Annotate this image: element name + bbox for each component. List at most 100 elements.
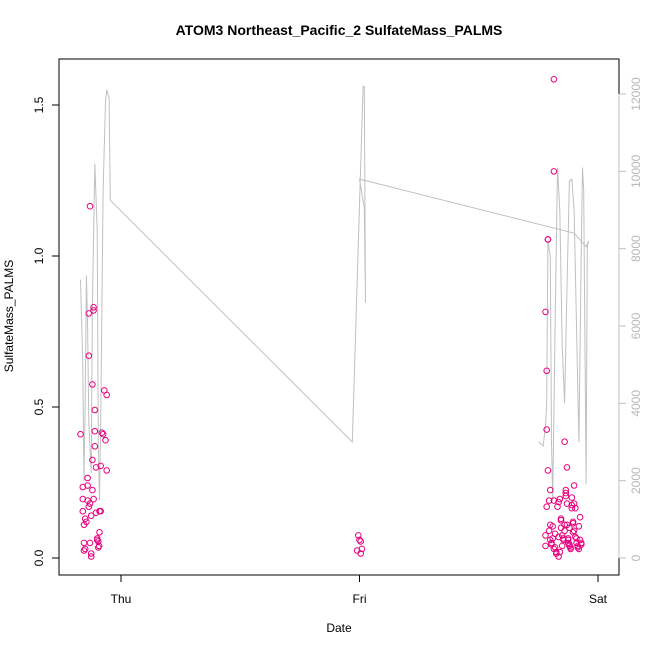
- data-point: [554, 503, 561, 511]
- data-point: [572, 504, 579, 512]
- data-point: [86, 500, 94, 507]
- data-point: [550, 76, 558, 83]
- data-point: [575, 523, 583, 530]
- data-point: [567, 545, 574, 553]
- data-point: [556, 548, 564, 556]
- x-tick-label: Fri: [353, 592, 367, 606]
- data-point: [550, 497, 558, 504]
- data-point: [92, 464, 100, 471]
- data-point: [358, 545, 366, 553]
- data-point: [555, 498, 562, 506]
- axes-layer: Thu Fri Sat 0.0 0.5 1.0 1.5 0 2000 4000 6000 8000 10…: [32, 77, 643, 606]
- data-point: [544, 467, 552, 474]
- data-point: [566, 542, 573, 550]
- data-point: [542, 308, 549, 316]
- data-point: [569, 520, 577, 527]
- data-point: [553, 548, 560, 556]
- data-point: [95, 542, 103, 550]
- data-point: [558, 542, 566, 550]
- chart-title: ATOM3 Northeast_Pacific_2 SulfateMass_PA…: [176, 22, 503, 38]
- data-point: [561, 438, 568, 446]
- data-point: [92, 509, 100, 517]
- data-point: [543, 503, 551, 511]
- data-point: [91, 406, 99, 414]
- data-point: [90, 495, 97, 503]
- data-point: [84, 474, 91, 482]
- x-axis-label: Date: [326, 621, 352, 635]
- y2-tick-label: 0: [629, 554, 643, 561]
- data-point: [87, 550, 95, 557]
- data-point: [570, 527, 578, 535]
- x-tick-label: Thu: [111, 592, 132, 606]
- data-point: [357, 550, 365, 557]
- data-point: [89, 381, 96, 388]
- y-tick-label: 0.0: [32, 549, 46, 566]
- y2-tick-label: 2000: [629, 467, 643, 494]
- data-point: [356, 536, 363, 544]
- data-point: [543, 367, 551, 375]
- data-point: [542, 542, 549, 550]
- data-point: [551, 530, 559, 538]
- y-tick-label: 1.0: [32, 247, 46, 264]
- data-point: [93, 536, 101, 544]
- data-point: [564, 535, 572, 542]
- data-point: [79, 507, 87, 515]
- data-point: [80, 547, 88, 554]
- data-point: [103, 467, 110, 474]
- data-point: [97, 462, 104, 470]
- data-point: [87, 553, 95, 560]
- data-point: [85, 352, 93, 360]
- data-point: [80, 539, 88, 547]
- data-point: [547, 486, 554, 494]
- data-point: [562, 492, 570, 500]
- data-point: [81, 545, 89, 553]
- data-point: [544, 236, 552, 243]
- altitude-line-layer: [80, 85, 589, 501]
- points-layer: [77, 76, 585, 560]
- data-point: [550, 168, 558, 175]
- y-tick-label: 0.5: [32, 398, 46, 415]
- data-point: [97, 507, 104, 515]
- data-point: [570, 482, 578, 489]
- data-point: [578, 539, 585, 547]
- data-point: [85, 503, 93, 511]
- data-point: [566, 524, 573, 532]
- data-point: [568, 494, 576, 501]
- data-point: [77, 430, 84, 438]
- data-point: [96, 529, 103, 536]
- data-point: [557, 524, 565, 532]
- data-point: [90, 304, 97, 311]
- plot-frame: [58, 58, 620, 576]
- data-point: [561, 521, 568, 529]
- data-point: [542, 532, 549, 539]
- data-point: [573, 535, 580, 542]
- data-point: [562, 489, 570, 497]
- data-point: [98, 429, 106, 437]
- altitude-line: [80, 85, 589, 501]
- data-point: [103, 391, 110, 399]
- x-tick-label: Sat: [589, 592, 608, 606]
- data-point: [86, 539, 94, 547]
- y2-tick-label: 6000: [629, 312, 643, 339]
- data-point: [90, 307, 97, 314]
- data-point: [551, 544, 559, 551]
- y2-tick-label: 4000: [629, 390, 643, 417]
- data-point: [84, 482, 91, 489]
- y2-tick-label: 8000: [629, 235, 643, 262]
- data-point: [357, 538, 365, 545]
- data-point: [86, 202, 94, 210]
- data-point: [102, 436, 109, 444]
- data-point: [81, 515, 89, 523]
- data-point: [95, 538, 102, 545]
- data-point: [85, 310, 93, 317]
- y2-tick-label: 10000: [629, 154, 643, 188]
- y2-tick-label: 12000: [629, 77, 643, 111]
- data-point: [549, 523, 557, 530]
- data-point: [576, 536, 584, 544]
- data-point: [570, 500, 578, 507]
- data-point: [355, 532, 362, 539]
- data-point: [87, 512, 95, 520]
- data-point: [576, 513, 584, 521]
- y-tick-label: 1.5: [32, 96, 46, 113]
